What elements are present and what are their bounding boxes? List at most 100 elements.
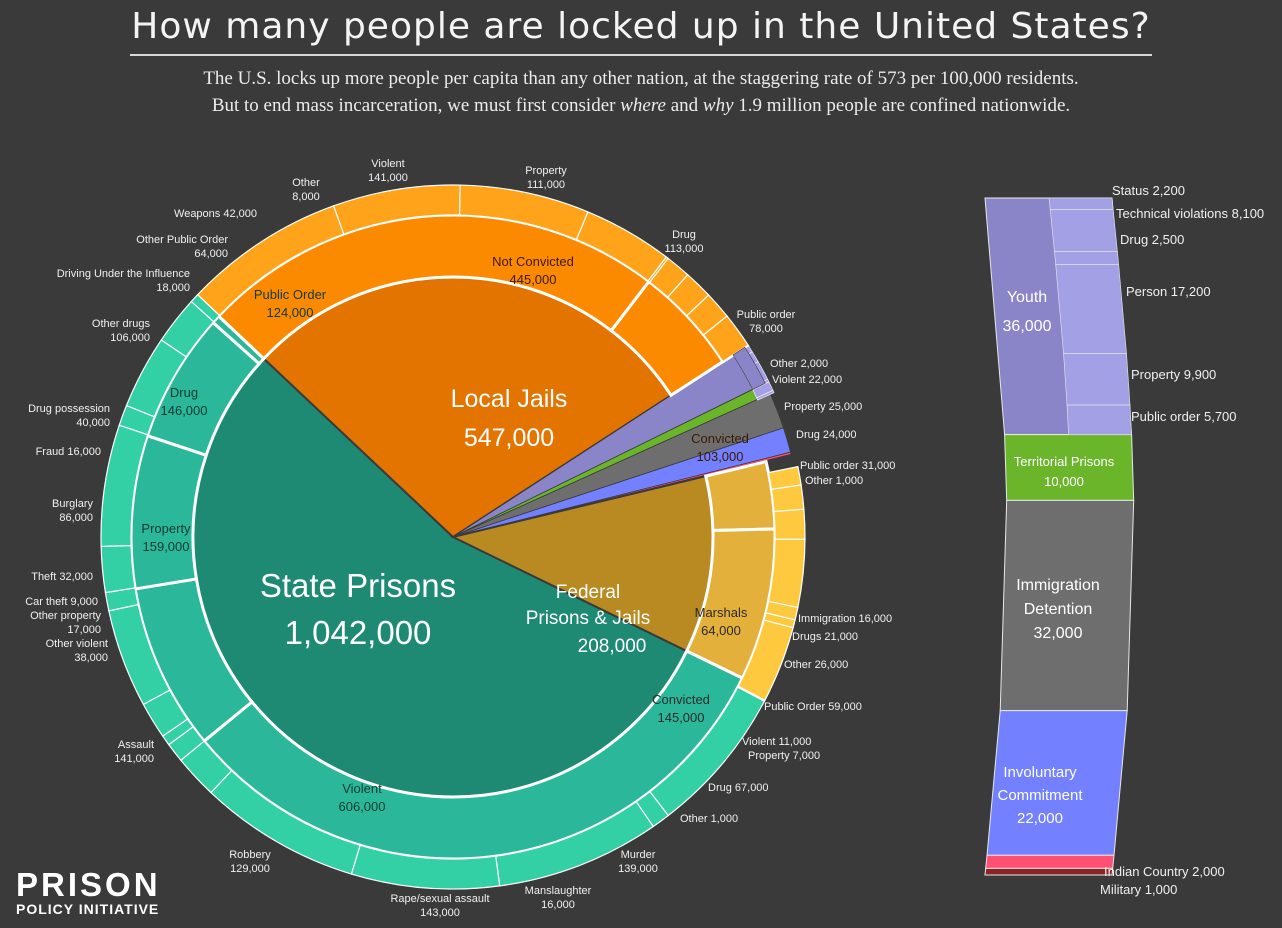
outer-label-9: Car theft 9,000 xyxy=(25,596,98,608)
subtitle-line-1: The U.S. locks up more people per capita… xyxy=(203,68,1079,89)
outer-label-value-4: 106,000 xyxy=(110,332,150,344)
subtitle-emphasis-why: why xyxy=(702,95,734,116)
outer-label-value-2: 64,000 xyxy=(194,248,228,260)
outer-label-value-15: 16,000 xyxy=(541,899,575,911)
outer-ring-fed-other xyxy=(773,508,806,540)
outer-label-14: Rape/sexual assault xyxy=(390,893,489,905)
outer-label-value-10: 17,000 xyxy=(67,624,101,636)
outer-ring-fed-drugs xyxy=(770,484,805,513)
federal-value: 208,000 xyxy=(578,636,647,657)
middle-label-state-violent: Violent xyxy=(342,781,382,796)
outer-label-32: Drug 24,000 xyxy=(796,429,857,441)
outer-ring-state-drug-possession xyxy=(100,544,136,594)
youth-middle-band xyxy=(732,346,766,390)
outer-label-13: Robbery xyxy=(229,849,271,861)
title-underline xyxy=(130,54,1152,56)
outer-label-6: Fraud 16,000 xyxy=(36,446,101,458)
territorial-block-label: Territorial Prisons xyxy=(1014,454,1115,469)
outer-label-value-0: 8,000 xyxy=(292,191,320,203)
middle-value-jail-not-convicted: 445,000 xyxy=(510,272,557,287)
subtitle-text: 1.9 million people are confined nationwi… xyxy=(733,95,1071,116)
outer-label-value-27: 113,000 xyxy=(665,243,704,255)
outer-label-1: Weapons 42,000 xyxy=(174,208,257,220)
outer-label-34: Other 1,000 xyxy=(805,475,863,487)
outer-label-12: Assault xyxy=(118,739,154,751)
detail-label-person-17-200: Person 17,200 xyxy=(1126,284,1211,299)
outer-label-16: Murder xyxy=(621,849,656,861)
middle-label-state-property: Property xyxy=(141,521,191,536)
detail-label-technical-violations-8-100: Technical violations 8,100 xyxy=(1116,206,1264,221)
logo-line-1: PRISON xyxy=(16,866,161,903)
outer-label-2: Other Public Order xyxy=(136,234,228,246)
middle-value-state-violent: 606,000 xyxy=(339,799,386,814)
outer-ring-fed-other xyxy=(736,685,766,703)
detail-block-indian-country xyxy=(985,854,1115,869)
subtitle-text: But to end mass incarceration, we must f… xyxy=(211,95,621,116)
organization-logo: PRISON POLICY INITIATIVE xyxy=(16,868,161,917)
outer-label-0: Other xyxy=(292,177,320,189)
outer-label-8: Theft 32,000 xyxy=(31,571,93,583)
middle-label-jail-convicted: Convicted xyxy=(691,431,749,446)
outer-label-4: Other drugs xyxy=(92,318,151,330)
immigration-block-label-2: Detention xyxy=(1024,601,1093,618)
middle-label-state-public-order: Public Order xyxy=(254,287,327,302)
middle-ring-state-drug xyxy=(129,433,209,591)
outer-label-value-12: 141,000 xyxy=(114,753,154,765)
middle-label-jail-not-convicted: Not Convicted xyxy=(492,254,574,269)
outer-label-21: Public Order 59,000 xyxy=(764,701,862,713)
outer-label-17: Other 1,000 xyxy=(680,813,738,825)
outer-label-7: Burglary xyxy=(52,498,93,510)
middle-value-state-property: 159,000 xyxy=(143,539,190,554)
middle-label-fed-convicted: Convicted xyxy=(652,692,710,707)
federal-label-line-2: Prisons & Jails xyxy=(526,608,651,629)
immigration-block-label-1: Immigration xyxy=(1016,577,1100,594)
youth-block-value: 36,000 xyxy=(1003,318,1052,335)
middle-label-fed-marshals: Marshals xyxy=(695,605,748,620)
territorial-block-value: 10,000 xyxy=(1044,474,1084,489)
middle-value-fed-convicted: 145,000 xyxy=(658,710,705,725)
middle-value-state-public-order: 124,000 xyxy=(267,305,314,320)
outer-label-18: Drug 67,000 xyxy=(708,782,769,794)
outer-label-31: Property 25,000 xyxy=(784,401,862,413)
detail-label-military-1-000: Military 1,000 xyxy=(1100,882,1177,897)
detail-youth-public-order xyxy=(1066,404,1132,435)
outer-label-value-3: 18,000 xyxy=(156,282,190,294)
outer-label-value-28: 78,000 xyxy=(749,323,783,335)
detail-label-indian-country-2-000: Indian Country 2,000 xyxy=(1104,864,1225,879)
commitment-block-label-1: Involuntary xyxy=(1003,764,1077,781)
outer-label-29: Other 2,000 xyxy=(770,358,828,370)
subtitle-text: and xyxy=(665,95,703,116)
detail-youth-technical-violations xyxy=(1049,209,1118,252)
outer-label-value-5: 40,000 xyxy=(76,417,110,429)
outer-label-30: Violent 22,000 xyxy=(772,374,842,386)
middle-value-state-drug: 146,000 xyxy=(161,403,208,418)
outer-label-3: Driving Under the Influence xyxy=(57,268,190,280)
detail-label-property-9-900: Property 9,900 xyxy=(1131,367,1216,382)
detail-block-military xyxy=(984,867,1114,876)
outer-label-10: Other property xyxy=(30,610,101,622)
local-jails-label: Local Jails xyxy=(451,385,568,413)
outer-label-28: Public order xyxy=(737,309,796,321)
outer-label-value-14: 143,000 xyxy=(420,907,460,919)
subtitle-emphasis-where: where xyxy=(620,95,666,116)
detail-youth-person xyxy=(1055,264,1127,354)
outer-label-5: Drug possession xyxy=(28,403,110,415)
outer-label-value-11: 38,000 xyxy=(74,652,108,664)
outer-label-value-26: 111,000 xyxy=(527,179,565,191)
outer-label-25: Violent xyxy=(371,158,404,170)
commitment-block-value: 22,000 xyxy=(1017,810,1063,827)
youth-block-label: Youth xyxy=(1007,289,1047,306)
detail-block-involuntary-commitment xyxy=(986,710,1128,856)
logo-line-2: POLICY INITIATIVE xyxy=(16,901,160,917)
outer-ring-youth-status xyxy=(756,389,775,401)
outer-label-33: Public order 31,000 xyxy=(800,460,895,472)
detail-label-drug-2-500: Drug 2,500 xyxy=(1120,232,1184,247)
detail-label-status-2-200: Status 2,200 xyxy=(1112,183,1185,198)
commitment-block-label-2: Commitment xyxy=(997,787,1083,804)
outer-label-value-13: 129,000 xyxy=(230,863,270,875)
outer-label-20: Property 7,000 xyxy=(748,750,820,762)
outer-label-value-25: 141,000 xyxy=(368,172,408,184)
detail-youth-drug xyxy=(1054,251,1120,265)
subtitle-line-2: But to end mass incarceration, we must f… xyxy=(0,95,1282,117)
